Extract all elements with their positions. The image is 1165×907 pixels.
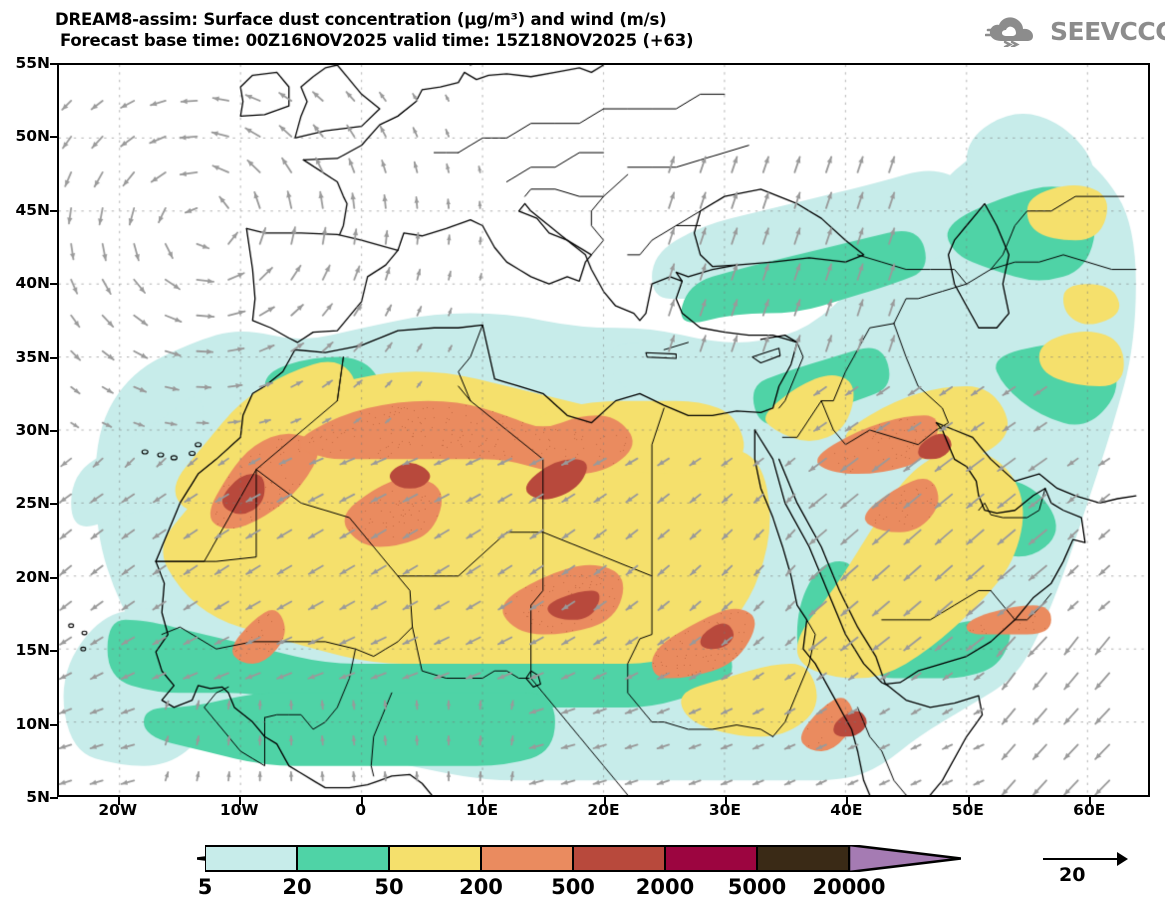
colorbar: 5 20 50 200 500 2000 5000 20000 <box>0 840 1165 907</box>
header: DREAM8-assim: Surface dust concentration… <box>0 0 1165 60</box>
y-axis-tick-35N: 35N <box>4 348 50 366</box>
x-axis-tick-mark <box>725 797 727 805</box>
x-axis-tick-mark <box>846 797 848 805</box>
y-axis-tick-45N: 45N <box>4 201 50 219</box>
y-axis-tick-mark <box>50 650 58 652</box>
x-axis-tick-mark <box>361 797 363 805</box>
y-axis-tick-5N: 5N <box>4 788 50 806</box>
colorbar-cell-6 <box>757 845 849 872</box>
y-axis-tick-15N: 15N <box>4 641 50 659</box>
y-axis-tick-mark <box>50 357 58 359</box>
colorbar-label-2000: 2000 <box>625 875 705 899</box>
y-axis-tick-mark <box>50 503 58 505</box>
y-axis-tick-mark <box>50 430 58 432</box>
x-axis-tick-mark <box>968 797 970 805</box>
seevccc-logo: SEEVCCC <box>985 12 1157 50</box>
colorbar-label-500: 500 <box>533 875 613 899</box>
y-axis-tick-50N: 50N <box>4 127 50 145</box>
y-axis-tick-10N: 10N <box>4 715 50 733</box>
map-plot-area <box>57 63 1150 797</box>
colorbar-extend-high <box>849 845 961 876</box>
colorbar-cell-5 <box>665 845 757 872</box>
colorbar-label-20: 20 <box>257 875 337 899</box>
y-axis-tick-20N: 20N <box>4 568 50 586</box>
y-axis-tick-mark <box>50 210 58 212</box>
colorbar-label-5: 5 <box>165 875 245 899</box>
logo-text: SEEVCCC <box>1050 17 1165 46</box>
y-axis-tick-mark <box>50 577 58 579</box>
colorbar-label-200: 200 <box>441 875 521 899</box>
colorbar-label-20000: 20000 <box>809 875 889 899</box>
y-axis-tick-30N: 30N <box>4 421 50 439</box>
x-axis-tick-mark <box>1089 797 1091 805</box>
x-axis-tick-mark <box>604 797 606 805</box>
dust-concentration-map <box>59 65 1148 795</box>
cloud-wind-icon <box>985 15 1043 47</box>
chart-title: DREAM8-assim: Surface dust concentration… <box>55 10 666 29</box>
colorbar-cell-3 <box>481 845 573 872</box>
y-axis-tick-mark <box>50 63 58 65</box>
colorbar-cell-0 <box>205 845 297 872</box>
y-axis-tick-mark <box>50 797 58 799</box>
y-axis-tick-25N: 25N <box>4 494 50 512</box>
wind-scale-label: 20 <box>1059 864 1085 886</box>
y-axis-tick-mark <box>50 724 58 726</box>
colorbar-cell-2 <box>389 845 481 872</box>
colorbar-label-50: 50 <box>349 875 429 899</box>
x-axis-tick-mark <box>482 797 484 805</box>
x-axis-tick-mark <box>118 797 120 805</box>
y-axis-tick-40N: 40N <box>4 274 50 292</box>
wind-scale-key: 20 <box>1043 848 1143 888</box>
y-axis-tick-mark <box>50 136 58 138</box>
colorbar-cell-1 <box>297 845 389 872</box>
colorbar-label-5000: 5000 <box>717 875 797 899</box>
x-axis-tick-mark <box>239 797 241 805</box>
colorbar-cells <box>205 845 849 872</box>
chart-subtitle: Forecast base time: 00Z16NOV2025 valid t… <box>60 31 693 50</box>
y-axis-tick-55N: 55N <box>4 54 50 72</box>
colorbar-cell-4 <box>573 845 665 872</box>
wind-arrow-head <box>1117 852 1128 866</box>
wind-arrow-shaft <box>1043 858 1121 860</box>
y-axis-tick-mark <box>50 283 58 285</box>
